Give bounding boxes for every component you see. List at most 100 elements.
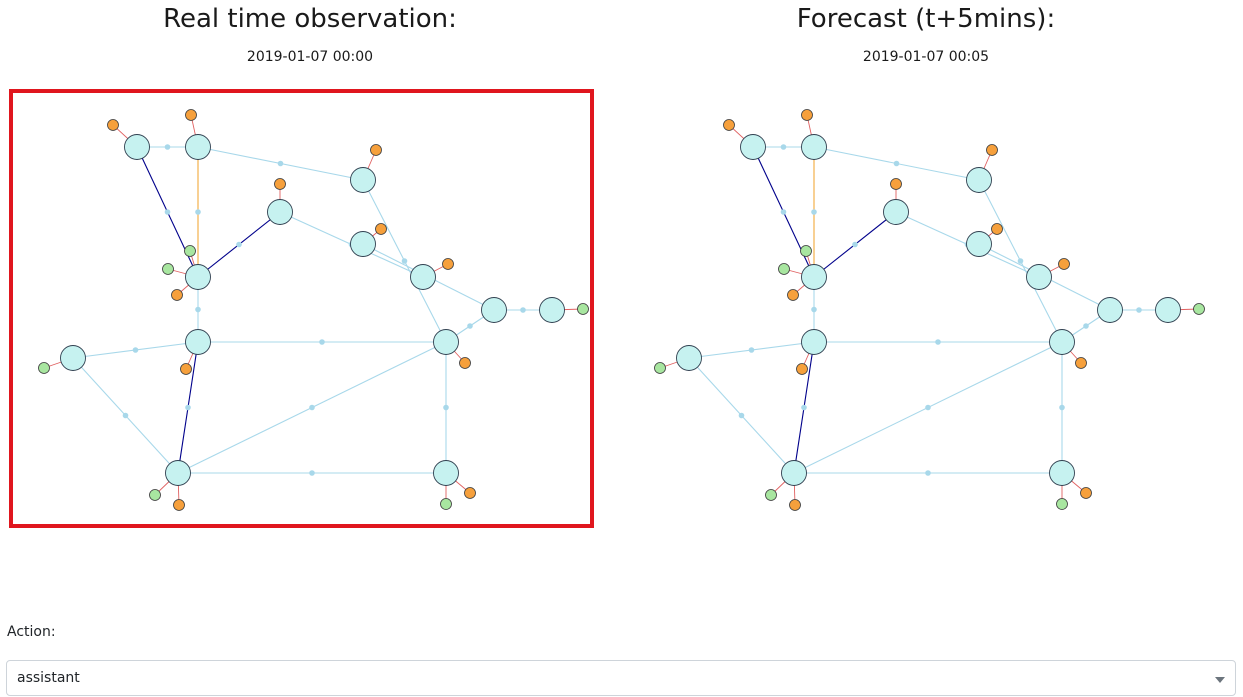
load-node xyxy=(789,499,801,511)
generator-node xyxy=(38,362,50,374)
line-midpoint-marker xyxy=(122,412,129,419)
substation-node xyxy=(1049,460,1075,486)
line-midpoint-marker xyxy=(1083,323,1089,329)
line-midpoint-marker xyxy=(780,209,787,215)
substation-node xyxy=(1155,297,1181,323)
line-midpoint-marker xyxy=(164,209,171,215)
substation-node xyxy=(740,134,766,160)
line-midpoint-marker xyxy=(811,209,817,215)
generator-node xyxy=(577,303,589,315)
substation-node xyxy=(433,329,459,355)
line-midpoint-marker xyxy=(780,144,787,150)
action-selected-value: assistant xyxy=(17,670,80,686)
load-node xyxy=(442,258,454,270)
substation-node xyxy=(481,297,507,323)
substation-node xyxy=(1097,297,1123,323)
line-midpoint-marker xyxy=(520,307,526,313)
substation-node xyxy=(801,134,827,160)
line-midpoint-marker xyxy=(1059,404,1065,411)
generator-node xyxy=(765,489,777,501)
load-node xyxy=(1075,357,1087,369)
substation-node xyxy=(267,199,293,225)
load-node xyxy=(375,223,387,235)
line-midpoint-marker xyxy=(319,339,325,345)
line-midpoint-marker xyxy=(277,160,284,167)
forecast-timestamp: 2019-01-07 00:05 xyxy=(862,49,990,65)
line-midpoint-marker xyxy=(925,404,931,411)
line-midpoint-marker xyxy=(1136,307,1142,313)
line-midpoint-marker xyxy=(467,323,473,329)
load-node xyxy=(274,178,286,190)
generator-node xyxy=(440,498,452,510)
line-midpoint-marker xyxy=(811,306,817,313)
load-node xyxy=(173,499,185,511)
line-midpoint-marker xyxy=(401,258,408,264)
generator-node xyxy=(149,489,161,501)
load-node xyxy=(185,109,197,121)
load-node xyxy=(464,487,476,499)
substation-node xyxy=(1026,264,1052,290)
substation-node xyxy=(801,329,827,355)
line-midpoint-marker xyxy=(309,404,315,411)
load-node xyxy=(787,289,799,301)
substation-node xyxy=(801,264,827,290)
action-select[interactable]: assistant xyxy=(6,660,1236,696)
load-node xyxy=(796,363,808,375)
line-midpoint-marker xyxy=(443,404,449,411)
substation-node xyxy=(410,264,436,290)
load-node xyxy=(1058,258,1070,270)
forecast-panel: Forecast (t+5mins): 2019-01-07 00:05 xyxy=(616,0,1236,560)
substation-node xyxy=(433,460,459,486)
substation-node xyxy=(781,460,807,486)
observation-panel: Real time observation: 2019-01-07 00:00 xyxy=(0,0,620,560)
substation-node xyxy=(60,345,86,371)
line-midpoint-marker xyxy=(738,412,745,419)
observation-title: Real time observation: xyxy=(163,4,457,34)
load-node xyxy=(459,357,471,369)
line-midpoint-marker xyxy=(164,144,171,150)
substation-node xyxy=(185,264,211,290)
substation-node xyxy=(1049,329,1075,355)
line-midpoint-marker xyxy=(1017,258,1024,264)
line-midpoint-marker xyxy=(852,241,858,248)
action-label: Action: xyxy=(7,624,56,640)
load-node xyxy=(370,144,382,156)
observation-timestamp: 2019-01-07 00:00 xyxy=(246,49,374,65)
substation-node xyxy=(966,167,992,193)
substation-node xyxy=(883,199,909,225)
substation-node xyxy=(966,231,992,257)
substation-node xyxy=(676,345,702,371)
substation-node xyxy=(124,134,150,160)
observation-grid-graph[interactable] xyxy=(0,0,620,560)
generator-node xyxy=(162,263,174,275)
load-node xyxy=(171,289,183,301)
substation-node xyxy=(539,297,565,323)
substation-node xyxy=(350,231,376,257)
line-midpoint-marker xyxy=(195,306,201,313)
load-node xyxy=(986,144,998,156)
load-node xyxy=(890,178,902,190)
line-midpoint-marker xyxy=(236,241,242,248)
line-midpoint-marker xyxy=(748,347,755,353)
load-node xyxy=(107,119,119,131)
load-node xyxy=(180,363,192,375)
substation-node xyxy=(185,329,211,355)
generator-node xyxy=(1056,498,1068,510)
load-node xyxy=(1080,487,1092,499)
chevron-down-icon[interactable] xyxy=(1215,677,1225,683)
line-midpoint-marker xyxy=(935,339,941,345)
load-node xyxy=(723,119,735,131)
generator-node xyxy=(778,263,790,275)
substation-node xyxy=(350,167,376,193)
forecast-grid-graph[interactable] xyxy=(616,0,1236,560)
line-midpoint-marker xyxy=(801,404,807,411)
substation-node xyxy=(165,460,191,486)
generator-node xyxy=(800,245,812,257)
substation-node xyxy=(185,134,211,160)
line-midpoint-marker xyxy=(309,470,315,476)
load-node xyxy=(801,109,813,121)
line-midpoint-marker xyxy=(195,209,201,215)
generator-node xyxy=(654,362,666,374)
line-midpoint-marker xyxy=(893,160,900,167)
load-node xyxy=(991,223,1003,235)
